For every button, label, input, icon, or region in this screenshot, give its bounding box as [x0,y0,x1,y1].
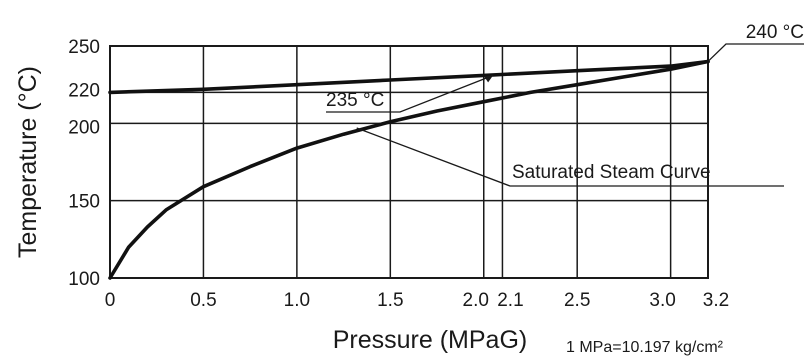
annotation-leader-240 [707,43,804,62]
x-tick-label: 0.5 [190,290,216,311]
annotation-label-240: 240 °C [746,22,804,43]
y-tick-label: 250 [68,37,100,58]
annotation-leader-steam [356,127,784,187]
annotation-layer: 240 °C 235 °C Saturated Steam Curve [326,22,804,187]
plot-frame [109,45,709,279]
series-line-0 [108,59,710,95]
x-tick-label: 3.0 [649,290,675,311]
y-tick-label: 200 [68,117,100,138]
annotation-label-235: 235 °C [326,90,384,111]
x-tick-label: 1.0 [284,290,310,311]
x-tick-label: 2.1 [497,290,523,311]
y-tick-labels: 100 150 200 220 250 [68,37,100,290]
x-tick-label: 2.5 [564,290,590,311]
y-tick-label: 220 [68,80,100,101]
y-tick-label: 100 [68,269,100,290]
y-axis-title: Temperature (°C) [14,66,42,258]
series-line-1 [108,59,710,280]
annotation-arrowhead-235 [484,75,494,83]
series-layer [108,59,710,280]
annotation-leader-235 [326,74,494,113]
x-tick-labels: 0 0.5 1.0 1.5 2.0 2.1 2.5 3.0 3.2 [105,290,730,311]
annotation-label-steam: Saturated Steam Curve [512,162,711,183]
y-tick-label: 150 [68,192,100,213]
x-tick-label: 3.2 [703,290,729,311]
unit-conversion-note: 1 MPa=10.197 kg/cm² [566,339,724,356]
x-tick-label: 2.0 [463,290,489,311]
x-tick-label: 1.5 [377,290,403,311]
x-tick-label: 0 [105,290,116,311]
x-axis-title: Pressure (MPaG) [333,326,527,354]
